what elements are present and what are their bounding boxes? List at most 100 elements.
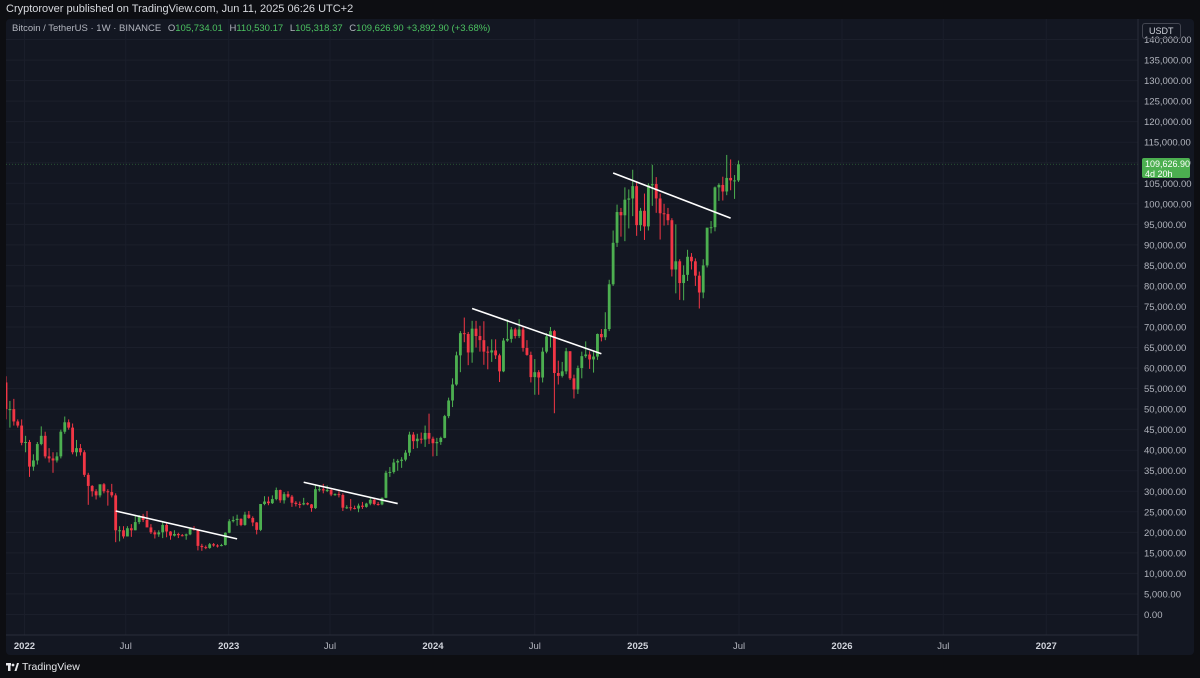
tradingview-logo-icon [6, 663, 19, 671]
trendline[interactable] [612, 172, 731, 219]
price-axis[interactable]: 0.00 5,000.00 10,000.00 15,000.00 20,000.00 2… [1144, 35, 1192, 621]
candle-body [552, 331, 556, 373]
candle-body [568, 351, 572, 379]
candle-body [243, 514, 247, 525]
candle-body [165, 524, 169, 532]
candle-body [35, 444, 39, 461]
candle-body [129, 528, 133, 531]
x-tick-label: 2024 [422, 641, 444, 652]
chart-panel[interactable]: 0.00 5,000.00 10,000.00 15,000.00 20,000.00 2… [6, 19, 1194, 655]
candle-body [603, 329, 607, 338]
candle-body [682, 274, 686, 284]
candle-body [235, 518, 239, 521]
candle-body [357, 505, 360, 509]
candle-body [341, 494, 345, 508]
candle-body [349, 507, 353, 509]
candle-body [408, 434, 411, 453]
candle-body [282, 494, 286, 501]
candle-body [737, 164, 740, 181]
published-header: Cryptorover published on TradingView.com… [6, 3, 354, 15]
candle-body [75, 448, 78, 453]
candle-body [20, 425, 24, 443]
candle-body [717, 184, 721, 188]
candle-body [729, 177, 733, 181]
candle-body [114, 495, 118, 531]
candle-body [286, 494, 290, 497]
x-tick-label: 2027 [1036, 641, 1057, 652]
change-value: +3,892.90 (+3.68%) [406, 23, 491, 34]
time-axis[interactable]: 2022 Jul 2023 Jul 2024 Jul 2025 Jul 2026 Jul 2027 [14, 641, 1057, 652]
candle-body [584, 354, 588, 357]
candle-body [376, 503, 380, 505]
candle-body [705, 227, 709, 266]
close-label: C [349, 23, 357, 34]
candle-body [643, 210, 646, 227]
y-tick-label: 45,000.00 [1144, 425, 1186, 436]
candle-body [631, 186, 635, 199]
candle-body [619, 212, 623, 216]
trendline[interactable] [303, 481, 398, 505]
candle-body [670, 220, 674, 270]
candle-body [255, 522, 259, 530]
candle-body [592, 356, 595, 360]
candle-body [505, 338, 509, 341]
candle-body [317, 489, 321, 491]
candle-body [227, 521, 231, 533]
candle-body [372, 499, 376, 504]
currency-unit-button[interactable]: USDT [1142, 23, 1181, 39]
candle-body [32, 460, 35, 467]
candle-body [361, 505, 364, 507]
candle-body [196, 529, 200, 546]
y-tick-label: 20,000.00 [1144, 528, 1186, 539]
candle-body [693, 261, 697, 276]
candle-body [12, 409, 16, 422]
candle-body [458, 333, 462, 356]
candle-body [396, 460, 400, 463]
y-tick-label: 25,000.00 [1144, 507, 1186, 518]
candle-body [439, 437, 443, 442]
candle-body [725, 177, 729, 192]
trendlines [6, 163, 1138, 540]
y-tick-label: 40,000.00 [1144, 446, 1186, 457]
y-tick-label: 140,000.00 [1144, 35, 1192, 46]
y-tick-label: 85,000.00 [1144, 261, 1186, 272]
candle-body [662, 213, 666, 215]
candle-body [204, 547, 208, 549]
candle-body [98, 484, 102, 496]
candle-body [106, 491, 110, 493]
symbol-title[interactable]: Bitcoin / TetherUS · 1W · BINANCE [12, 23, 162, 34]
y-tick-label: 15,000.00 [1144, 548, 1186, 559]
candle-body [611, 242, 615, 285]
candle-body [639, 210, 642, 226]
candles [6, 154, 740, 551]
y-tick-label: 115,000.00 [1144, 138, 1191, 149]
candle-body [302, 503, 306, 505]
candle-body [310, 504, 313, 509]
trendline[interactable] [115, 510, 238, 540]
candle-body [435, 441, 439, 444]
x-tick-label: Jul [120, 641, 132, 652]
candle-body [28, 441, 31, 467]
trendline[interactable] [471, 307, 602, 355]
candle-body [43, 435, 47, 457]
candle-body [697, 275, 701, 293]
candle-body [423, 432, 427, 440]
x-tick-label: Jul [324, 641, 336, 652]
candle-body [153, 532, 157, 535]
candle-body [384, 472, 388, 498]
candle-body [411, 434, 415, 442]
high-label: H [229, 23, 237, 34]
candle-body [415, 438, 419, 442]
footer-bar: TradingView [0, 657, 1200, 678]
candle-body [51, 458, 55, 461]
candle-body [678, 261, 682, 284]
y-tick-label: 55,000.00 [1144, 384, 1186, 395]
candle-body [419, 438, 423, 440]
candle-body [455, 355, 458, 385]
candle-body [466, 333, 470, 353]
candle-body [79, 448, 82, 453]
candlestick-chart[interactable]: 0.00 5,000.00 10,000.00 15,000.00 20,000.00 2… [6, 19, 1194, 655]
candle-body [82, 452, 86, 475]
candle-body [329, 490, 333, 495]
candle-body [267, 501, 270, 504]
